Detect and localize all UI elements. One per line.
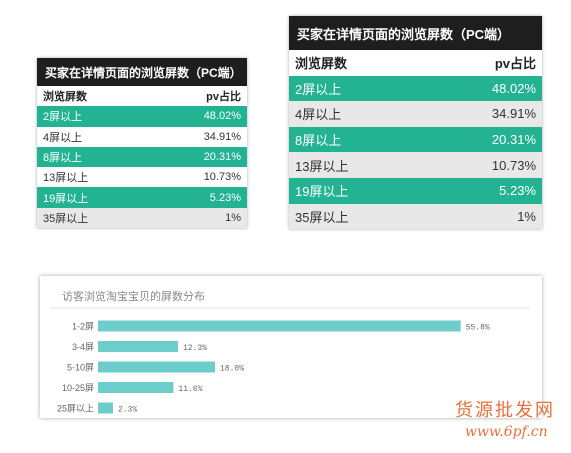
data-table: 浏览屏数 pv占比 2屏以上 48.02% 4屏以上 34.91% 8屏以上 2… xyxy=(37,86,247,229)
watermark-url: www.6pf.cn xyxy=(465,424,548,440)
table-row: 13屏以上 10.73% xyxy=(289,152,542,178)
row-label: 35屏以上 xyxy=(289,203,426,230)
row-value: 34.91% xyxy=(425,101,542,127)
category-label: 10-25屏 xyxy=(62,383,94,393)
row-value: 34.91% xyxy=(149,126,247,147)
table-title: 买家在详情页面的浏览屏数（PC端） xyxy=(37,58,247,86)
bar xyxy=(98,341,178,352)
category-label: 25屏以上 xyxy=(57,404,94,414)
row-label: 2屏以上 xyxy=(37,106,150,127)
chart-title: 访客浏览淘宝宝贝的屏数分布 xyxy=(62,289,205,303)
watermark-text: 货源批发网 xyxy=(455,400,555,421)
row-label: 19屏以上 xyxy=(289,177,426,204)
table-header-row: 浏览屏数 pv占比 xyxy=(289,50,542,76)
row-value: 5.23% xyxy=(425,177,542,204)
category-label: 1-2屏 xyxy=(72,322,94,332)
row-label: 35屏以上 xyxy=(37,207,150,229)
row-value: 5.23% xyxy=(149,187,247,208)
row-label: 13屏以上 xyxy=(37,167,150,188)
row-label: 8屏以上 xyxy=(37,146,150,168)
bar xyxy=(98,402,113,414)
table-row: 13屏以上 10.73% xyxy=(37,167,247,188)
row-label: 4屏以上 xyxy=(289,101,426,127)
header-col-screens: 浏览屏数 xyxy=(37,86,150,107)
table-title: 买家在详情页面的浏览屏数（PC端） xyxy=(289,16,542,50)
row-value: 20.31% xyxy=(425,126,542,153)
table-large: 买家在详情页面的浏览屏数（PC端） 浏览屏数 pv占比 2屏以上 48.02% … xyxy=(289,16,542,230)
value-label: 55.8% xyxy=(466,324,490,333)
bar xyxy=(98,361,215,373)
row-value: 10.73% xyxy=(425,152,542,178)
table-row: 8屏以上 20.31% xyxy=(37,146,247,168)
table-row: 4屏以上 34.91% xyxy=(289,101,542,127)
table-row: 4屏以上 34.91% xyxy=(37,126,247,147)
table-row: 35屏以上 1% xyxy=(289,203,542,230)
bar xyxy=(98,382,174,393)
value-label: 11.6% xyxy=(178,385,202,394)
row-label: 4屏以上 xyxy=(37,126,150,147)
row-value: 10.73% xyxy=(149,167,247,188)
bar-chart: 访客浏览淘宝宝贝的屏数分布 1-2屏 55.8% 3-4屏 12.3% 5-10屏 18.… xyxy=(50,289,530,415)
row-label: 13屏以上 xyxy=(289,152,426,178)
row-value: 1% xyxy=(149,207,247,229)
row-value: 20.31% xyxy=(149,146,247,168)
row-value: 1% xyxy=(425,203,542,230)
row-value: 48.02% xyxy=(149,106,247,127)
table-row: 2屏以上 48.02% xyxy=(289,75,542,102)
row-label: 2屏以上 xyxy=(289,75,426,102)
value-label: 12.3% xyxy=(183,344,207,353)
row-label: 19屏以上 xyxy=(37,187,150,208)
row-value: 48.02% xyxy=(425,75,542,102)
bar xyxy=(98,320,461,332)
row-label: 8屏以上 xyxy=(289,126,426,153)
table-small: 买家在详情页面的浏览屏数（PC端） 浏览屏数 pv占比 2屏以上 48.02% … xyxy=(37,58,247,229)
table-row: 19屏以上 5.23% xyxy=(37,187,247,208)
value-label: 18.0% xyxy=(220,365,244,374)
value-label: 2.3% xyxy=(118,406,137,415)
category-label: 3-4屏 xyxy=(72,342,94,352)
data-table: 浏览屏数 pv占比 2屏以上 48.02% 4屏以上 34.91% 8屏以上 2… xyxy=(289,50,542,230)
header-col-pv: pv占比 xyxy=(425,50,542,76)
header-col-screens: 浏览屏数 xyxy=(289,50,426,76)
table-row: 35屏以上 1% xyxy=(37,207,247,229)
header-col-pv: pv占比 xyxy=(149,86,247,107)
table-row: 19屏以上 5.23% xyxy=(289,177,542,204)
table-header-row: 浏览屏数 pv占比 xyxy=(37,86,247,107)
table-row: 2屏以上 48.02% xyxy=(37,106,247,127)
table-row: 8屏以上 20.31% xyxy=(289,126,542,153)
category-label: 5-10屏 xyxy=(67,363,94,373)
bar-chart-card: 访客浏览淘宝宝贝的屏数分布 1-2屏 55.8% 3-4屏 12.3% 5-10屏 18.… xyxy=(40,276,542,418)
